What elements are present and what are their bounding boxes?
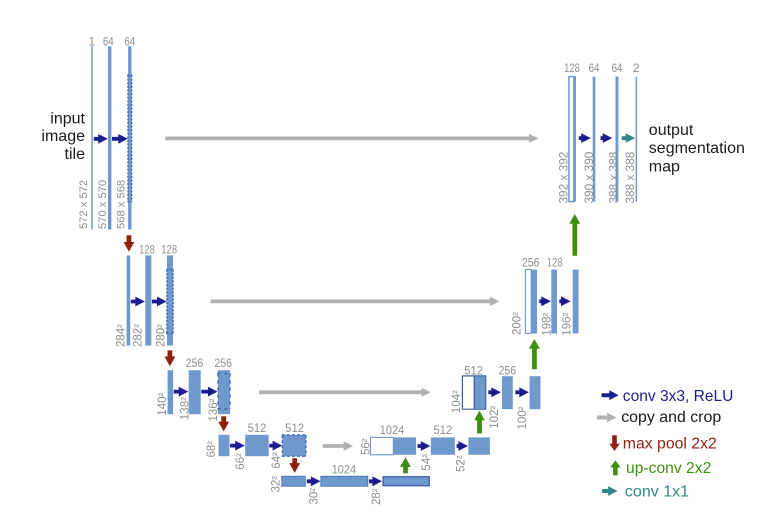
svg-text:64: 64 [589,61,600,75]
svg-text:output: output [649,122,694,139]
svg-text:1: 1 [88,35,95,49]
svg-text:138²: 138² [180,397,192,420]
svg-text:segmentation: segmentation [649,140,745,157]
svg-text:198²: 198² [541,313,553,336]
svg-text:136²: 136² [208,398,220,421]
svg-text:tile: tile [65,146,86,163]
svg-text:128: 128 [547,255,563,269]
svg-text:256: 256 [214,356,232,370]
svg-text:128: 128 [139,242,155,256]
svg-text:conv 3x3, ReLU: conv 3x3, ReLU [623,388,734,405]
svg-text:1024: 1024 [380,423,405,437]
svg-text:256: 256 [499,363,517,377]
svg-text:32²: 32² [271,476,283,493]
svg-text:68²: 68² [206,441,218,458]
svg-text:66²: 66² [235,453,247,470]
svg-text:128: 128 [161,242,177,256]
svg-text:388 x 388: 388 x 388 [623,151,637,203]
svg-text:104²: 104² [451,390,463,413]
svg-text:30²: 30² [309,488,321,505]
svg-text:200²: 200² [512,312,524,335]
svg-text:512: 512 [285,421,304,435]
svg-text:140²: 140² [157,393,169,416]
svg-text:52²: 52² [456,455,468,472]
svg-text:map: map [649,159,680,176]
svg-text:64: 64 [124,35,135,49]
svg-text:2: 2 [633,61,640,75]
svg-text:max pool 2x2: max pool 2x2 [623,435,717,452]
svg-text:512: 512 [434,423,453,437]
svg-text:256: 256 [186,356,204,370]
svg-text:390 x 390: 390 x 390 [582,151,596,203]
svg-text:512: 512 [248,421,267,435]
svg-text:102²: 102² [489,406,501,429]
svg-text:28²: 28² [371,488,383,505]
svg-text:570 x 570: 570 x 570 [97,180,109,229]
svg-text:512: 512 [464,363,483,377]
svg-text:284²: 284² [115,324,127,347]
svg-text:64: 64 [103,35,114,49]
svg-text:up-conv 2x2: up-conv 2x2 [626,460,711,477]
svg-text:280²: 280² [156,324,168,347]
svg-text:conv 1x1: conv 1x1 [625,484,689,501]
svg-text:54²: 54² [421,454,433,471]
svg-text:image: image [41,128,85,145]
svg-text:100²: 100² [517,406,529,429]
svg-text:256: 256 [522,255,540,269]
svg-text:64: 64 [612,61,623,75]
svg-text:572 x 572: 572 x 572 [78,180,90,229]
svg-text:56²: 56² [360,438,372,455]
svg-text:392 x 392: 392 x 392 [557,152,571,204]
svg-text:1024: 1024 [332,463,357,477]
svg-text:282²: 282² [133,324,145,347]
svg-text:64²: 64² [271,452,283,469]
svg-text:568 x 568: 568 x 568 [116,180,128,229]
svg-text:copy and crop: copy and crop [621,409,721,426]
svg-text:196²: 196² [562,313,574,336]
svg-text:128: 128 [564,61,580,75]
svg-text:input: input [50,110,85,127]
svg-text:388 x 388: 388 x 388 [607,151,621,203]
